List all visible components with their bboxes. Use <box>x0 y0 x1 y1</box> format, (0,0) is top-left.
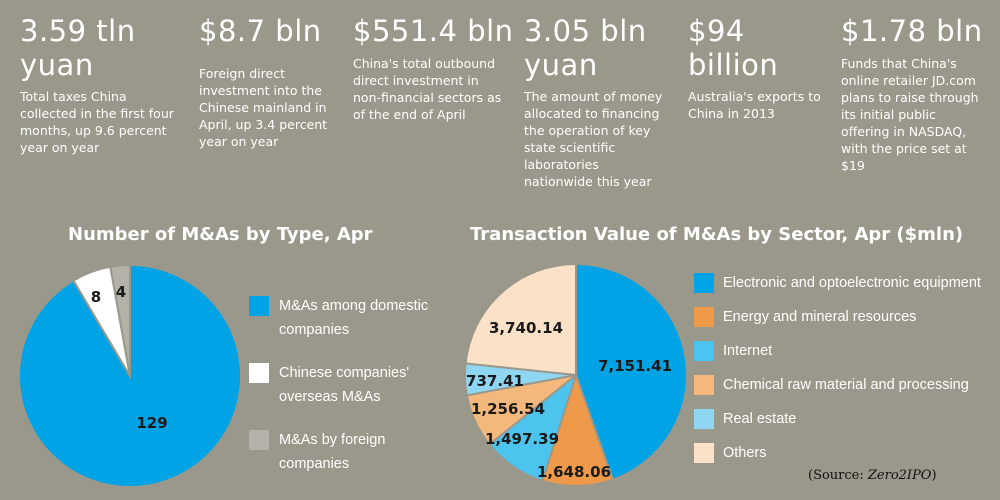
legend-label: Electronic and optoelectronic equipment <box>723 275 981 291</box>
legend-swatch <box>694 409 714 429</box>
stat-big-value: 3.05 bln <box>524 14 647 48</box>
legend-label: Energy and mineral resources <box>723 309 917 325</box>
pie1-slice-0 <box>18 263 242 488</box>
legend-value-by-sector: Electronic and optoelectronic equipment … <box>694 273 994 473</box>
legend-label: Others <box>723 445 767 461</box>
legend-swatch <box>249 296 269 316</box>
pie1-slice-2 <box>109 263 131 377</box>
pie2-slice-2 <box>488 372 578 483</box>
pie2-data-label-2: 1,497.39 <box>485 430 559 448</box>
legend-label: Chemical raw material and processing <box>723 377 969 393</box>
stat-big-value: 3.59 tln <box>20 14 136 48</box>
legend-swatch <box>694 307 714 327</box>
stat-description: Australia's exports to China in 2013 <box>688 89 821 121</box>
stat-outbound: $551.4 bln China's total outbound direct… <box>353 14 518 123</box>
legend-label: Real estate <box>723 411 797 427</box>
pie2-data-label-4: 737.41 <box>466 372 524 390</box>
legend-label: Internet <box>723 343 773 359</box>
stat-big-value: $551.4 bln <box>353 14 514 48</box>
stat-description: Funds that China's online retailer JD.co… <box>841 56 979 173</box>
pie2-data-label-0: 7,151.41 <box>598 357 672 375</box>
legend-swatch <box>249 363 269 383</box>
source-note: (Source: Zero2IPO) <box>808 468 937 483</box>
stat-big-value: $1.78 bln <box>841 14 983 48</box>
pie2-data-label-3: 1,256.54 <box>471 400 545 418</box>
chart-title-ma-by-type: Number of M&As by Type, Apr <box>68 224 373 245</box>
legend-label: M&As by foreign companies <box>279 432 386 472</box>
legend-swatch <box>694 341 714 361</box>
stat-big-unit: billion <box>688 48 779 82</box>
legend-swatch <box>694 375 714 395</box>
legend-swatch <box>694 273 714 293</box>
pie2-data-label-5: 3,740.14 <box>489 319 563 337</box>
pie1-data-label-2: 4 <box>116 283 126 301</box>
stat-taxes: 3.59 tln yuan Total taxes China collecte… <box>20 14 185 156</box>
legend-label: Chinese companies' overseas M&As <box>279 365 410 405</box>
stat-description: Total taxes China collected in the first… <box>20 89 174 155</box>
stat-fdi: $8.7 bln Foreign direct investment into … <box>199 14 344 150</box>
stat-description: China's total outbound direct investment… <box>353 56 502 122</box>
legend-ma-by-type: M&As among domestic companies Chinese co… <box>249 296 428 486</box>
pie2-slice-0 <box>575 262 688 481</box>
stat-jd-ipo: $1.78 bln Funds that China's online reta… <box>841 14 996 174</box>
stat-laboratories: 3.05 bln yuan The amount of money alloca… <box>524 14 684 190</box>
stat-australia-exports: $94 billion Australia's exports to China… <box>688 14 828 122</box>
stat-big-value: $8.7 bln <box>199 14 322 48</box>
legend-swatch <box>694 443 714 463</box>
pie1-data-label-1: 8 <box>91 288 101 306</box>
legend-swatch <box>249 430 269 450</box>
stat-description: The amount of money allocated to financi… <box>524 89 663 189</box>
pie2-data-label-1: 1,648.06 <box>537 463 611 481</box>
chart-title-value-by-sector: Transaction Value of M&As by Sector, Apr… <box>470 224 964 245</box>
legend-label: M&As among domestic companies <box>279 298 429 338</box>
pie2-slice-3 <box>465 374 577 446</box>
stat-big-unit: yuan <box>524 48 598 82</box>
pie1-slice-1 <box>72 265 131 377</box>
stat-description: Foreign direct investment into the Chine… <box>199 66 328 149</box>
pie2-slice-4 <box>464 362 577 397</box>
pie1-data-label-0: 129 <box>136 414 167 432</box>
stat-big-unit: yuan <box>20 48 94 82</box>
pie2-slice-5 <box>464 262 577 377</box>
stat-big-value: $94 <box>688 14 745 48</box>
pie2-slice-1 <box>541 371 615 487</box>
